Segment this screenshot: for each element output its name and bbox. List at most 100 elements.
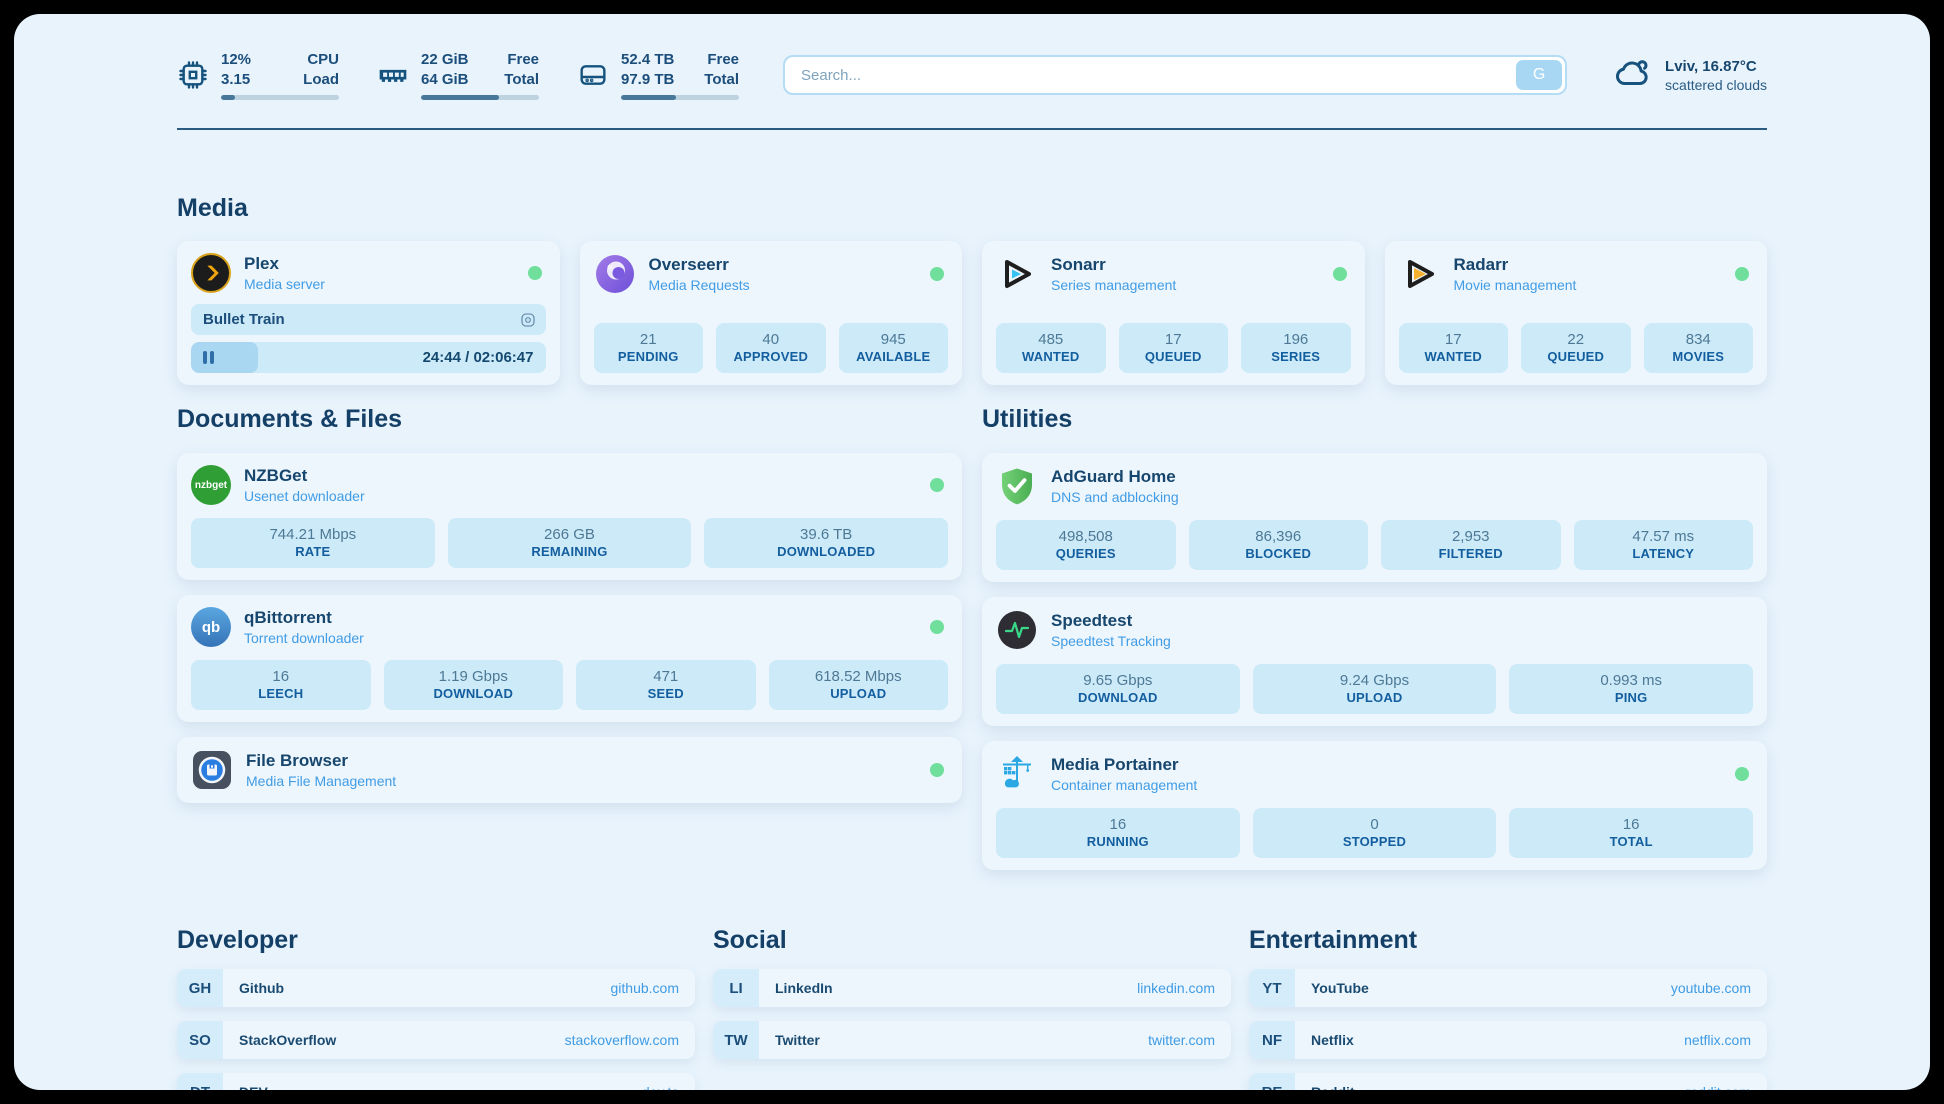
disk-stat: 52.4 TB Free 97.9 TB Total [577,50,739,100]
bookmark-youtube[interactable]: YT YouTube youtube.com [1249,969,1767,1007]
adguard-icon [996,465,1038,507]
qbittorrent-card[interactable]: qb qBittorrent Torrent downloader 16 LEEC… [177,595,962,722]
status-dot [1735,767,1749,781]
playback-progressbar[interactable]: 24:44 / 02:06:47 [191,342,546,373]
search-input[interactable] [785,66,1566,84]
bookmark-stackoverflow[interactable]: SO StackOverflow stackoverflow.com [177,1021,695,1059]
stat-tile: 9.24 Gbps UPLOAD [1252,664,1497,714]
bookmark-abbr: GH [177,969,223,1007]
bookmark-abbr: DT [177,1073,223,1090]
bookmark-twitter[interactable]: TW Twitter twitter.com [713,1021,1231,1059]
cloud-icon [1611,52,1653,99]
filebrowser-card[interactable]: File Browser Media File Management [177,737,962,803]
app-title: Sonarr [1051,255,1106,274]
bookmark-linkedin[interactable]: LI LinkedIn linkedin.com [713,969,1231,1007]
sonarr-card[interactable]: Sonarr Series management 485 WANTED 17 QUE… [982,241,1365,385]
documents-section-heading: Documents & Files [177,405,403,433]
now-playing-row: Bullet Train [191,304,546,335]
search-bar: G [783,55,1568,95]
bookmark-abbr: TW [713,1021,759,1059]
ram-stat: 22 GiB Free 64 GiB Total [377,50,539,100]
stat-tile: 945 AVAILABLE [838,323,948,373]
header-divider [177,128,1767,130]
app-title: qBittorrent [244,608,332,627]
plex-icon [191,253,231,293]
app-subtitle: Torrent downloader [244,630,364,646]
bookmark-url[interactable]: reddit.com [1686,1073,1767,1090]
app-subtitle: DNS and adblocking [1051,489,1179,505]
cpu-progressbar [221,95,339,100]
speedtest-card[interactable]: Speedtest Speedtest Tracking 9.65 Gbps DO… [982,597,1767,726]
app-subtitle: Media Requests [648,277,750,293]
portainer-icon [996,753,1038,795]
stat-tile: 498,508 QUERIES [996,520,1176,570]
filebrowser-icon [191,749,233,791]
status-dot [1332,267,1347,281]
search-engine-button[interactable]: G [1516,60,1563,90]
stat-tile: 196 SERIES [1241,323,1351,373]
bookmark-url[interactable]: stackoverflow.com [564,1032,679,1048]
bookmark-netflix[interactable]: NF Netflix netflix.com [1249,1021,1767,1059]
stat-tile: 16 RUNNING [996,808,1240,858]
cpu-icon [177,59,209,91]
speedtest-icon [996,609,1038,651]
bookmark-reddit[interactable]: RE Reddit reddit.com [1249,1073,1767,1090]
overseerr-icon [594,253,636,295]
plex-card[interactable]: Plex Media server Bullet Train 24:44 / 0… [177,241,560,385]
bookmark-url[interactable]: linkedin.com [1137,980,1215,996]
stat-tile: 39.6 TB DOWNLOADED [704,518,948,568]
stat-tile: 744.21 Mbps RATE [191,518,435,568]
stat-tile: 40 APPROVED [716,323,826,373]
disk-total-label: Total [704,70,739,88]
portainer-card[interactable]: Media Portainer Container management 16 R… [982,741,1767,870]
social-heading: Social [713,926,787,954]
nzbget-card[interactable]: nzbget NZBGet Usenet downloader 744.21 M… [177,453,962,580]
bookmark-url[interactable]: twitter.com [1148,1032,1215,1048]
app-subtitle: Media server [244,276,325,292]
weather-location-temp: Lviv, 16.87°C [1665,57,1757,75]
stat-tile: 17 WANTED [1398,323,1508,373]
bookmark-name: DEV [223,1073,268,1090]
ram-free: 22 GiB [421,51,469,68]
bookmark-github[interactable]: GH Github github.com [177,969,695,1007]
disk-total: 97.9 TB [621,70,675,88]
bookmark-url[interactable]: github.com [610,980,679,996]
stat-tile: 21 PENDING [593,323,703,373]
disk-free-label: Free [707,51,739,68]
bookmark-dev[interactable]: DT DEV dev.to [177,1073,695,1090]
pause-icon[interactable] [203,351,214,364]
cpu-usage: 12% [221,51,252,68]
status-dot [930,620,944,634]
adguard-card[interactable]: AdGuard Home DNS and adblocking 498,508 Q… [982,453,1767,582]
app-subtitle: Media File Management [246,773,397,789]
social-group: Social LI LinkedIn linkedin.com TW Twitt… [713,926,1231,1090]
cpu-label: CPU [307,51,339,68]
entertainment-heading: Entertainment [1249,926,1418,954]
media-section-heading: Media [177,194,248,222]
cpu-stat: 12% CPU 3.15 Load [177,50,339,100]
status-dot [1735,267,1749,281]
app-title: Plex [244,254,279,273]
developer-heading: Developer [177,926,298,954]
radarr-icon [1399,253,1441,295]
bookmark-url[interactable]: youtube.com [1670,980,1751,996]
ram-total: 64 GiB [421,70,469,88]
stat-tile: 2,953 FILTERED [1381,520,1561,570]
developer-group: Developer GH Github github.com SO StackO… [177,926,695,1090]
weather-widget: Lviv, 16.87°C scattered clouds [1611,52,1767,99]
radarr-card[interactable]: Radarr Movie management 17 WANTED 22 QUEUE… [1384,241,1767,385]
stat-tile: 86,396 BLOCKED [1188,520,1368,570]
overseerr-card[interactable]: Overseerr Media Requests 21 PENDING 40 APP… [579,241,962,385]
status-dot [930,267,944,281]
system-stats: 12% CPU 3.15 Load 22 GiB Free 64 GiB Total [177,50,739,100]
bookmark-url[interactable]: dev.to [642,1073,695,1090]
cpu-load: 3.15 [221,70,251,88]
bookmark-url[interactable]: netflix.com [1684,1032,1751,1048]
bookmarks-row: Developer GH Github github.com SO StackO… [177,926,1767,1090]
app-subtitle: Speedtest Tracking [1051,633,1171,649]
bookmark-name: Reddit [1295,1073,1355,1090]
bookmark-name: Netflix [1311,1032,1354,1048]
stat-tile: 471 SEED [576,660,756,710]
ram-progressbar [421,95,539,100]
stat-tile: 618.52 Mbps UPLOAD [768,660,948,710]
